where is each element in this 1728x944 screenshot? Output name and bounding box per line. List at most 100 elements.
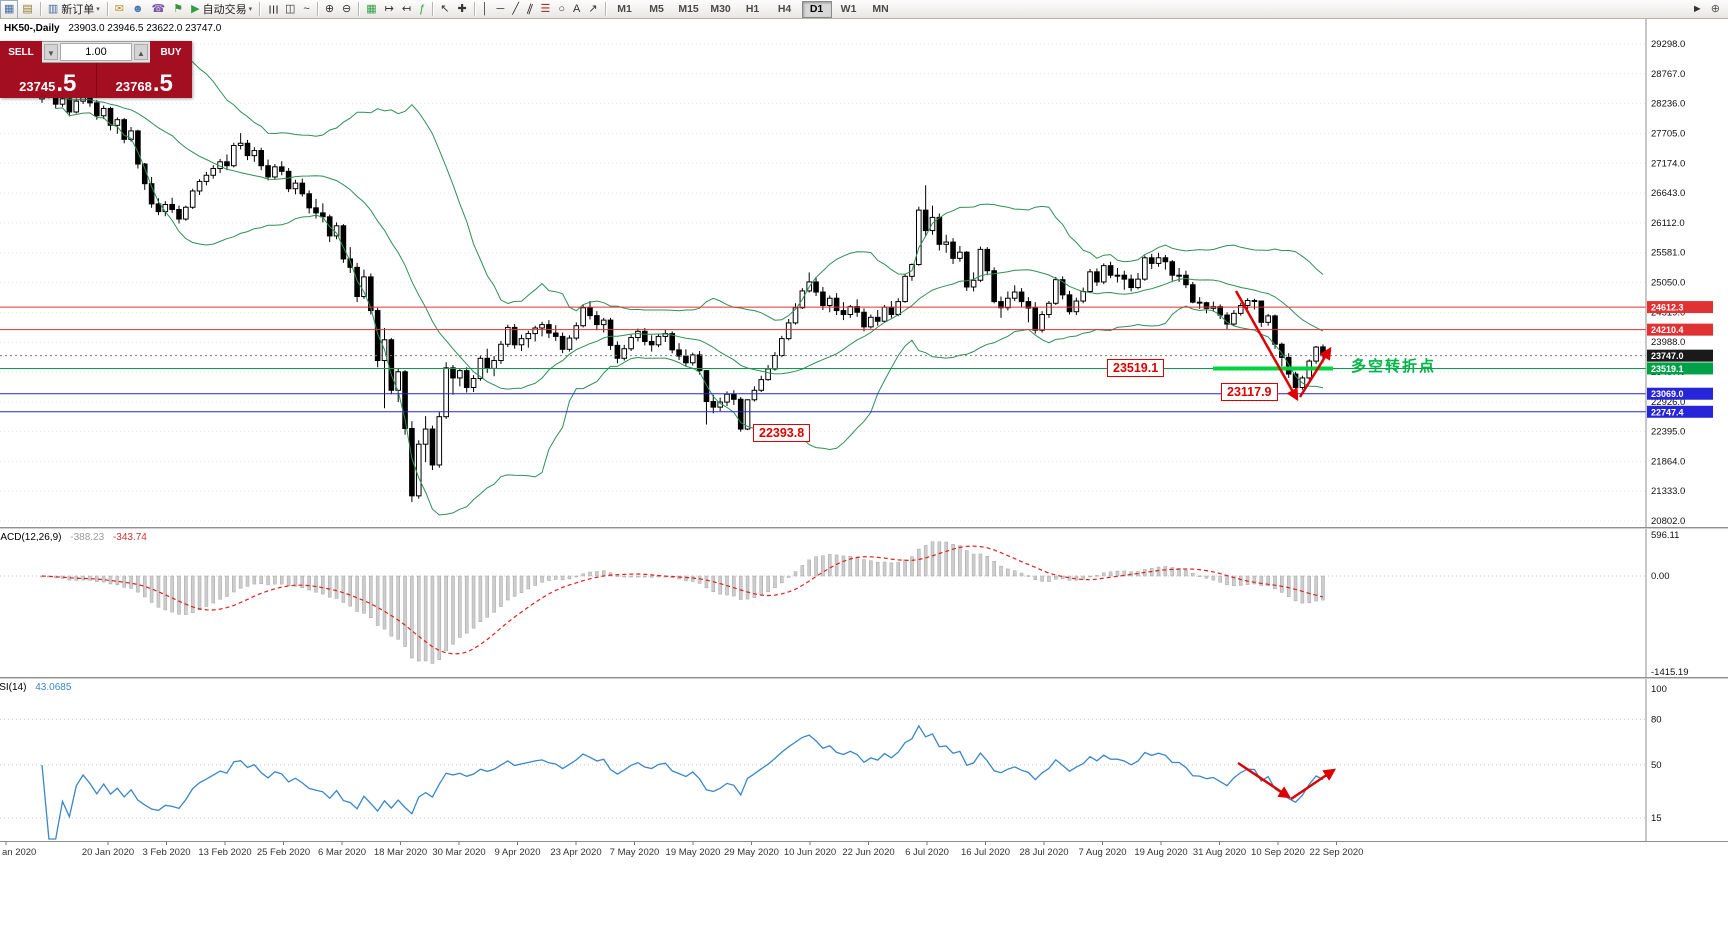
ohlc-values: 23903.0 23946.5 23622.0 23747.0: [68, 23, 222, 34]
horizontal-line-icon[interactable]: ─: [493, 0, 509, 18]
candlestick-chart-icon[interactable]: ◫: [281, 0, 299, 18]
buy-price[interactable]: 23768 .5: [95, 63, 193, 98]
zoom-in-icon[interactable]: ⊕: [321, 0, 338, 18]
toolbar-separator: [259, 2, 261, 16]
timeframe-button-d1[interactable]: D1: [801, 0, 832, 18]
arrow-tools-icon[interactable]: ↗: [584, 0, 601, 18]
svg-text:29298.0: 29298.0: [1651, 39, 1685, 50]
shapes-icon[interactable]: ○: [554, 0, 569, 18]
auto-trading-button-label: 自动交易: [202, 4, 247, 16]
svg-text:25050.0: 25050.0: [1651, 278, 1685, 289]
dock-icon[interactable]: ►: [1688, 0, 1707, 19]
sell-button[interactable]: SELL: [0, 41, 42, 63]
svg-text:6 Mar 2020: 6 Mar 2020: [318, 847, 366, 858]
toolbar-separator: [604, 2, 606, 16]
volume-input[interactable]: [60, 43, 132, 61]
new-chart-icon: ▦: [4, 2, 15, 15]
new-order-button-label: 新订单: [61, 4, 95, 16]
svg-text:10 Jun 2020: 10 Jun 2020: [784, 847, 836, 858]
community-icon: ☻: [131, 2, 144, 15]
channel-icon[interactable]: ∥: [523, 0, 537, 18]
timeframe-button-w1[interactable]: W1: [840, 2, 857, 15]
time-axis[interactable]: an 2020 20 Jan 2020 3 Feb 2020 13 Feb 2020 2…: [0, 841, 1728, 859]
timeframe-button-mn[interactable]: MN: [872, 2, 889, 15]
find-icon[interactable]: ⊕: [1707, 0, 1724, 19]
svg-text:23069.0: 23069.0: [1651, 389, 1684, 399]
svg-text:22 Jun 2020: 22 Jun 2020: [842, 847, 894, 858]
svg-text:6 Jul 2020: 6 Jul 2020: [905, 847, 949, 858]
panel-splitter[interactable]: [0, 677, 1728, 679]
bar-chart-icon[interactable]: ☰: [263, 0, 281, 18]
svg-text:19 Aug 2020: 19 Aug 2020: [1134, 847, 1187, 858]
symbol-period-label: HK50-,Daily: [4, 23, 60, 34]
chart-title: HK50-,Daily 23903.0 23946.5 23622.0 2374…: [4, 23, 221, 34]
cursor-icon[interactable]: ↖: [436, 0, 453, 18]
sell-price[interactable]: 23745 .5: [0, 63, 96, 98]
line-chart-icon[interactable]: ~: [299, 0, 313, 18]
indicators-icon[interactable]: ƒ: [415, 0, 429, 18]
timeframe-button-m30[interactable]: M30: [710, 2, 731, 15]
svg-text:26643.0: 26643.0: [1651, 188, 1685, 199]
svg-text:24210.4: 24210.4: [1651, 325, 1684, 335]
svg-text:80: 80: [1651, 714, 1662, 725]
text-icon[interactable]: A: [569, 0, 584, 18]
svg-text:0.00: 0.00: [1651, 571, 1670, 582]
shapes-icon: ○: [558, 2, 565, 15]
zoom-out-icon[interactable]: ⊖: [338, 0, 355, 18]
zoom-out-icon: ⊖: [342, 2, 352, 15]
svg-text:23519.1: 23519.1: [1651, 364, 1684, 374]
new-chart-icon[interactable]: ▦: [0, 0, 19, 18]
svg-text:10 Sep 2020: 10 Sep 2020: [1251, 847, 1305, 858]
profiles-icon[interactable]: ▤: [18, 0, 36, 18]
rsi-header: RSI(14) 43.0685: [0, 682, 71, 693]
fibonacci-icon: ☰: [540, 2, 551, 15]
toolbar: ▦ ▤ ▥ 新订单 ▾ ✉ ☻ ☎ ⚑ ▶ 自动交易 ▾ ☰ ◫ ~ ⊕ ⊖ ▦ ↦ ↤ ƒ ↖ ✚ │ ─ ╱ ∥ ☰ ○ A ↗ M1 M5…: [0, 0, 1728, 19]
crosshair-icon: ✚: [457, 2, 467, 15]
trendline-icon[interactable]: ╱: [508, 0, 523, 18]
macd-label: MACD(12,26,9): [0, 532, 62, 543]
market-icon: ⚑: [173, 2, 184, 15]
svg-text:31 Aug 2020: 31 Aug 2020: [1193, 847, 1246, 858]
support-icon[interactable]: ☎: [148, 0, 170, 18]
auto-scroll-icon: ↦: [384, 2, 394, 15]
volume-down-button[interactable]: ▼: [44, 44, 58, 60]
level-callout-23519: 23519.1: [1107, 359, 1165, 377]
svg-text:an 2020: an 2020: [2, 847, 36, 858]
svg-text:23 Apr 2020: 23 Apr 2020: [550, 847, 601, 858]
timeframe-button-h1[interactable]: H1: [745, 2, 760, 15]
timeframe-button-m15[interactable]: M15: [678, 2, 699, 15]
timeframe-button-h4[interactable]: H4: [777, 2, 792, 15]
svg-text:29 May 2020: 29 May 2020: [724, 847, 779, 858]
tile-windows-icon[interactable]: ▦: [362, 0, 380, 18]
svg-text:22747.4: 22747.4: [1651, 407, 1684, 417]
svg-text:23988.0: 23988.0: [1651, 337, 1685, 348]
svg-text:25581.0: 25581.0: [1651, 248, 1685, 259]
svg-text:27705.0: 27705.0: [1651, 128, 1685, 139]
svg-text:13 Feb 2020: 13 Feb 2020: [198, 847, 251, 858]
timeframe-button-m1[interactable]: M1: [617, 2, 632, 15]
svg-text:23747.0: 23747.0: [1651, 351, 1684, 361]
community-icon[interactable]: ☻: [128, 0, 148, 18]
macd-main-value: -388.23: [70, 532, 105, 543]
new-order-button[interactable]: ▥ 新订单 ▾: [44, 0, 104, 18]
rsi-label: RSI(14): [0, 682, 27, 693]
svg-text:19 May 2020: 19 May 2020: [666, 847, 721, 858]
panel-splitter[interactable]: [0, 527, 1728, 529]
svg-text:9 Apr 2020: 9 Apr 2020: [495, 847, 541, 858]
crosshair-icon[interactable]: ✚: [453, 0, 470, 18]
auto-scroll-icon[interactable]: ↦: [381, 0, 398, 18]
one-click-trading-panel: SELL ▼ ▲ BUY 23745 .5 23768 .5: [0, 41, 192, 98]
macd-header: MACD(12,26,9) -388.23 -343.74: [0, 532, 147, 543]
turning-point-label: 多空转折点: [1351, 358, 1437, 375]
vertical-line-icon[interactable]: │: [478, 0, 493, 18]
volume-up-button[interactable]: ▲: [134, 44, 148, 60]
auto-trading-button[interactable]: ▶ 自动交易 ▾: [187, 0, 256, 18]
tile-windows-icon: ▦: [366, 2, 377, 15]
chart-shift-icon[interactable]: ↤: [398, 0, 415, 18]
timeframe-button-m5[interactable]: M5: [649, 2, 664, 15]
buy-button[interactable]: BUY: [150, 41, 192, 63]
alerts-icon[interactable]: ✉: [111, 0, 128, 18]
market-icon[interactable]: ⚑: [169, 0, 187, 18]
fibonacci-icon[interactable]: ☰: [536, 0, 554, 18]
